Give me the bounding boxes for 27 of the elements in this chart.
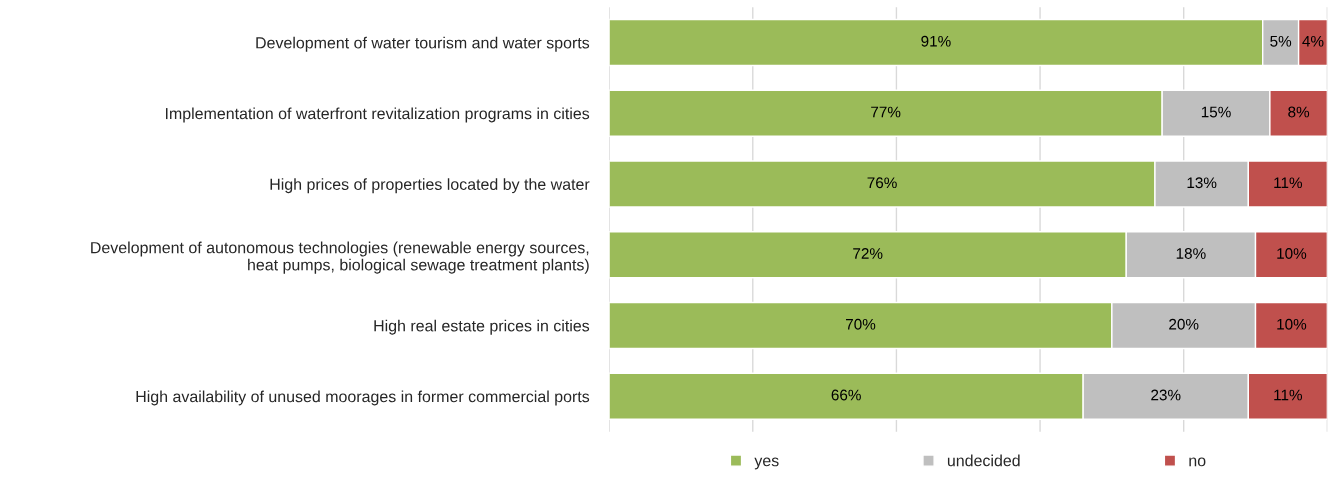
legend-label: undecided [947,454,1020,467]
data-label: 10% [1277,318,1307,330]
data-label: 76% [867,177,897,189]
data-label: 66% [831,389,861,401]
data-label: 13% [1187,177,1217,189]
data-label: 10% [1277,248,1307,259]
data-label: 23% [1151,389,1181,401]
legend-label: yes [754,457,779,470]
data-label: 5% [1270,35,1292,47]
data-label: 91% [921,35,951,47]
data-label: 18% [1176,248,1206,259]
data-label: 11% [1274,177,1303,189]
y-tick-label: Development of water tourism and water sports [256,36,590,52]
legend-label: no [1189,457,1206,467]
data-label: 77% [871,106,901,118]
data-label: 70% [846,318,876,330]
data-label: 11% [1274,389,1303,401]
data-label: 4% [1302,35,1324,47]
y-tick-label: High real estate prices in cities [374,319,590,335]
data-label: 72% [853,248,883,259]
y-tick-label: High availability of unused moorages in former commercial ports [136,390,590,406]
y-tick-label: High prices of properties located by the water [270,178,590,194]
y-tick-label: Development of autonomous technologies (renewable energy sources, heat pumps, biological sewage treatment plants) [91,241,589,274]
data-label: 8% [1288,106,1310,118]
y-tick-label: Implementation of waterfront revitalization programs in cities [165,107,590,123]
data-label: 20% [1169,318,1199,330]
data-label: 15% [1201,106,1231,118]
